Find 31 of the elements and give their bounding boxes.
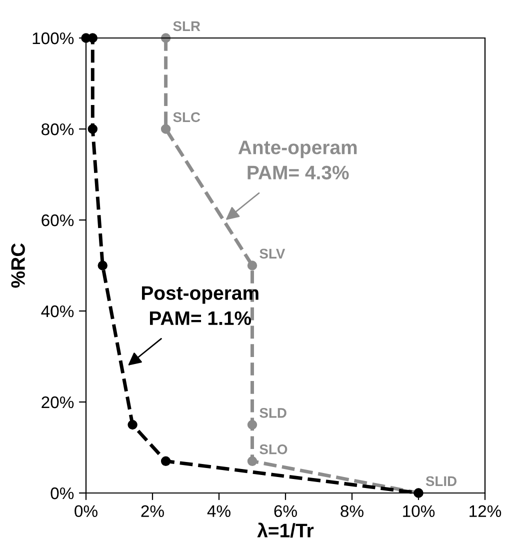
annotation: SLC xyxy=(173,112,200,122)
point xyxy=(88,124,98,134)
point xyxy=(247,420,258,430)
x-axis-title: λ=1/Tr xyxy=(257,522,314,538)
x-tick-label: 10% xyxy=(403,505,435,518)
point xyxy=(247,456,258,466)
y-tick-label: 40% xyxy=(41,305,74,318)
annotation: Post-operam PAM= 1.1% xyxy=(142,286,258,326)
annotation: SLV xyxy=(260,248,286,259)
y-tick-label: 0% xyxy=(50,487,74,500)
annotation: SLR xyxy=(173,21,200,32)
x-tick-label: 2% xyxy=(141,505,164,517)
annotation: SLO xyxy=(260,444,288,454)
annotation: Ante-operam PAM= 4.3% xyxy=(238,140,357,180)
point xyxy=(160,124,171,134)
point xyxy=(247,260,258,270)
x-tick-label: 6% xyxy=(274,505,297,518)
y-axis-title: %RC xyxy=(11,243,25,288)
annotation: SLID xyxy=(426,476,456,486)
x-tick-label: 12% xyxy=(470,505,502,517)
y-tick-label: 20% xyxy=(42,396,74,408)
annotation: SLD xyxy=(260,408,286,418)
y-tick-label: 60% xyxy=(42,214,74,226)
point xyxy=(98,260,108,270)
x-tick-label: 8% xyxy=(340,505,364,518)
point xyxy=(128,420,138,430)
y-tick-label: 100% xyxy=(32,32,74,44)
point xyxy=(160,456,171,466)
x-tick-label: 0% xyxy=(74,505,98,518)
y-tick-label: 80% xyxy=(42,123,74,136)
x-tick-label: 4% xyxy=(207,505,230,517)
